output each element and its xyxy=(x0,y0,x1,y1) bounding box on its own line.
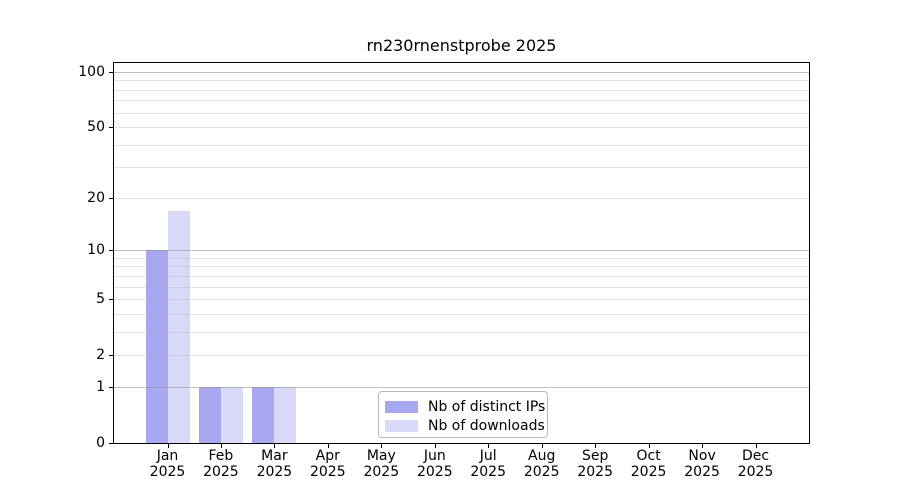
x-tick-mark xyxy=(274,444,276,448)
gridline-minor xyxy=(114,275,809,277)
x-tick-label: Apr 2025 xyxy=(309,448,346,480)
y-tick-mark xyxy=(109,126,113,128)
x-tick-mark xyxy=(648,444,650,448)
y-tick-label: 50 xyxy=(87,118,105,135)
x-tick-mark xyxy=(595,444,597,448)
legend-swatch-downloads-icon xyxy=(385,420,418,432)
y-tick-label: 2 xyxy=(96,346,105,363)
y-tick-mark xyxy=(109,299,113,300)
x-tick-mark xyxy=(167,444,169,448)
x-tick-mark xyxy=(702,444,704,448)
plot-area xyxy=(113,62,810,444)
x-tick-mark xyxy=(755,444,757,448)
gridline-minor xyxy=(114,331,809,333)
y-tick-mark xyxy=(109,443,113,444)
gridline-minor xyxy=(114,126,809,128)
x-tick-label: Feb 2025 xyxy=(203,448,239,480)
bar-distinct-ips-jan xyxy=(145,250,168,443)
y-tick-label: 1 xyxy=(96,379,105,396)
x-tick-label: Jun 2025 xyxy=(416,448,453,480)
x-tick-label: Dec 2025 xyxy=(737,448,774,480)
bar-distinct-ips-mar xyxy=(252,387,275,443)
gridline-minor xyxy=(114,80,809,82)
y-tick-mark xyxy=(109,72,113,73)
x-tick-mark xyxy=(434,444,436,448)
bar-distinct-ips-feb xyxy=(198,387,221,443)
legend-swatch-distinct-ips-icon xyxy=(385,401,418,413)
gridline-minor xyxy=(114,100,809,102)
gridline-minor xyxy=(114,354,809,356)
gridline-minor xyxy=(114,198,809,200)
x-tick-label: Aug 2025 xyxy=(523,448,560,480)
x-tick-mark xyxy=(541,444,543,448)
y-tick-mark xyxy=(109,198,113,200)
x-tick-label: Nov 2025 xyxy=(684,448,720,480)
gridline-minor xyxy=(114,167,809,168)
y-tick-label: 0 xyxy=(96,435,105,451)
gridline-minor xyxy=(114,89,809,91)
gridline-minor xyxy=(114,313,809,315)
x-tick-label: May 2025 xyxy=(363,448,400,480)
gridline-minor xyxy=(114,257,809,259)
x-tick-mark xyxy=(220,444,222,448)
gridline-minor xyxy=(114,144,809,146)
y-tick-mark xyxy=(109,250,113,252)
legend: Nb of distinct IPs Nb of downloads xyxy=(378,391,548,438)
x-tick-label: Sep 2025 xyxy=(577,448,613,480)
y-tick-label: 20 xyxy=(87,190,105,207)
gridline-major xyxy=(114,387,809,389)
legend-item-downloads: Nb of downloads xyxy=(385,417,545,435)
legend-label-distinct-ips: Nb of distinct IPs xyxy=(428,399,546,415)
legend-item-distinct-ips: Nb of distinct IPs xyxy=(385,398,545,416)
x-tick-label: Mar 2025 xyxy=(256,448,293,480)
gridline-minor xyxy=(114,266,809,268)
chart-title: rn230rnenstprobe 2025 xyxy=(366,36,557,55)
bars-layer xyxy=(114,63,809,443)
x-tick-mark xyxy=(488,444,490,448)
gridline-minor xyxy=(114,286,809,288)
x-tick-label: Jul 2025 xyxy=(470,448,506,480)
y-tick-label: 100 xyxy=(78,64,105,80)
bar-downloads-feb xyxy=(220,387,243,443)
x-tick-label: Jan 2025 xyxy=(149,448,186,480)
gridline-minor xyxy=(114,112,809,114)
bar-downloads-mar xyxy=(274,387,297,443)
gridline-major xyxy=(114,250,809,252)
y-tick-mark xyxy=(109,354,113,356)
gridline-minor xyxy=(114,299,809,300)
gridline-major xyxy=(114,72,809,73)
y-tick-mark xyxy=(109,387,113,389)
legend-label-downloads: Nb of downloads xyxy=(428,418,545,434)
grid-layer xyxy=(114,63,809,443)
x-tick-mark xyxy=(381,444,383,448)
y-tick-label: 10 xyxy=(87,242,105,259)
x-tick-label: Oct 2025 xyxy=(630,448,667,480)
x-tick-mark xyxy=(327,444,329,448)
y-tick-label: 5 xyxy=(96,291,105,307)
bar-downloads-jan xyxy=(167,210,190,443)
